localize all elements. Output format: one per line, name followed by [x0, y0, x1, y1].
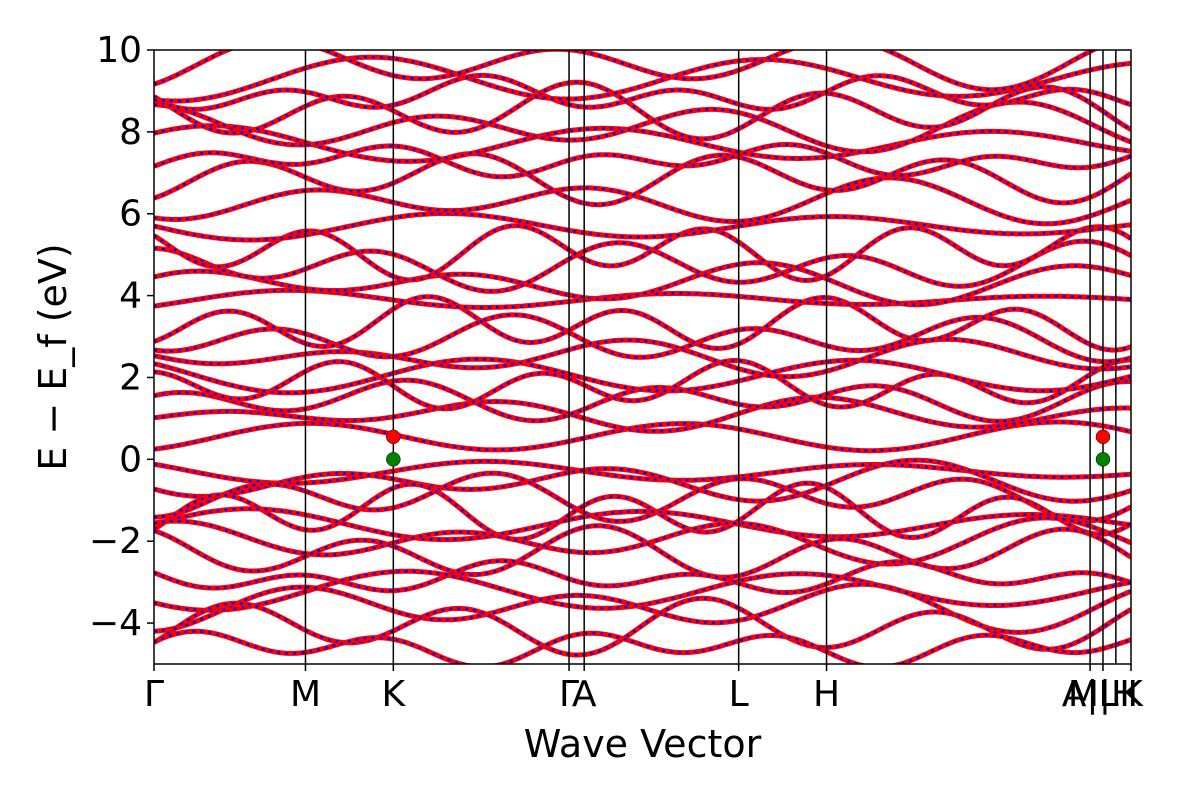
- y-tick-label: 6: [119, 194, 142, 235]
- x-tick-label: Γ: [559, 674, 579, 715]
- band-edge-markers: [386, 429, 1111, 467]
- y-axis-title: E − E_f (eV): [31, 243, 75, 471]
- x-tick-label: A: [572, 674, 597, 715]
- y-tick-label: 2: [119, 357, 142, 398]
- band-line-spin-up: [154, 211, 1131, 243]
- band-line-spin-down: [154, 471, 1131, 523]
- y-tick-label: 8: [119, 112, 142, 153]
- y-tick-label: −2: [89, 521, 142, 562]
- band-line-spin-down: [154, 507, 1131, 541]
- x-tick-label: A|L: [1062, 674, 1119, 715]
- band-line-spin-down: [154, 569, 1131, 612]
- band-line-spin-down: [154, 224, 1131, 282]
- band-line-spin-up: [154, 151, 1131, 208]
- band-line-spin-down: [154, 289, 1131, 309]
- y-tick-label: 4: [119, 276, 142, 317]
- band-line-spin-up: [154, 238, 1131, 294]
- band-edge-marker: [1095, 452, 1111, 467]
- band-line-spin-down: [154, 357, 1131, 395]
- band-line-spin-up: [154, 336, 1131, 380]
- band-line-spin-up: [154, 558, 1131, 595]
- x-axis-ticks: Γ M K ΓA L H A|LM|HK: [144, 664, 1144, 715]
- x-tick-label: K: [1119, 674, 1144, 715]
- band-line-spin-down: [154, 240, 1131, 293]
- band-line-spin-down: [154, 458, 1131, 503]
- band-lines: [154, 50, 1131, 664]
- x-tick-label: K: [382, 674, 407, 715]
- band-line-spin-down: [154, 100, 1131, 154]
- band-line-spin-down: [154, 295, 1131, 352]
- band-edge-marker: [386, 429, 401, 445]
- band-line-spin-up: [154, 628, 1131, 664]
- band-line-spin-down: [154, 176, 1131, 226]
- high-symmetry-lines: [304, 50, 1117, 664]
- y-tick-label: −4: [89, 603, 142, 644]
- y-tick-label: 0: [119, 439, 142, 480]
- x-tick-label: H: [813, 674, 840, 715]
- band-line-spin-down: [154, 516, 1131, 566]
- band-line-spin-up: [154, 394, 1131, 434]
- band-line-spin-down: [154, 420, 1131, 452]
- band-line-spin-down: [154, 261, 1131, 306]
- y-tick-label: 10: [96, 30, 142, 71]
- band-line-spin-down: [154, 524, 1131, 579]
- band-line-spin-down: [154, 313, 1131, 363]
- band-line-spin-up: [154, 142, 1131, 180]
- band-line-spin-up: [154, 50, 1099, 93]
- x-tick-label: M: [290, 674, 321, 715]
- band-line-spin-down: [154, 81, 1131, 141]
- band-line-spin-up: [154, 72, 1131, 112]
- band-line-spin-down: [154, 481, 1131, 541]
- band-line-spin-down: [154, 55, 1131, 103]
- band-edge-marker: [386, 452, 401, 467]
- band-edge-marker: [1095, 429, 1111, 445]
- x-tick-label: M|H: [1068, 674, 1138, 715]
- x-tick-label: L: [729, 674, 749, 715]
- band-line-spin-down: [154, 124, 1131, 163]
- band-line-spin-up: [154, 595, 1131, 658]
- band-line-spin-up: [154, 175, 1131, 227]
- y-axis-ticks: −4 −2 0 2 4 6 8 10: [89, 30, 154, 644]
- band-line-spin-down: [154, 583, 1131, 634]
- band-line-spin-down: [154, 50, 1096, 91]
- plot-frame: [153, 49, 1132, 665]
- x-axis-title: Wave Vector: [524, 722, 762, 766]
- x-tick-label: Γ: [144, 674, 164, 715]
